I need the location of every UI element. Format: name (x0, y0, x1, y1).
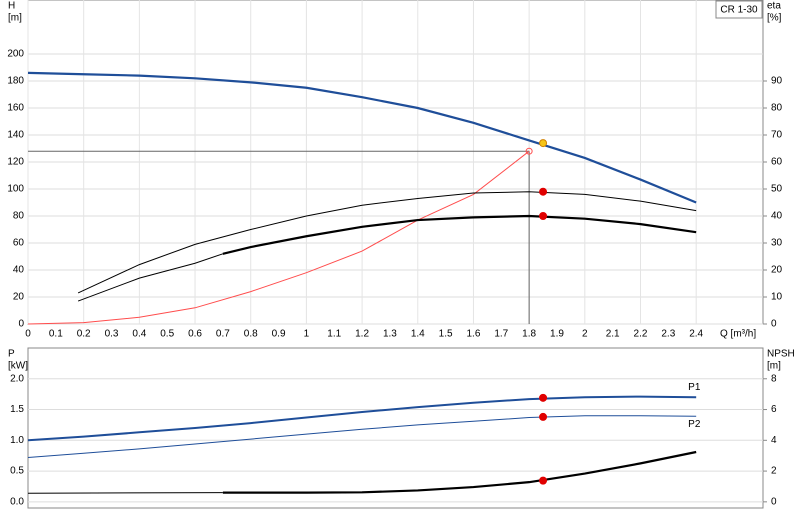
x-tick-label: 1.3 (383, 329, 397, 340)
operating-point (539, 139, 548, 148)
y2-axis-unit: [%] (767, 13, 782, 24)
y2-tick-label: 50 (771, 184, 783, 195)
operating-point (525, 147, 533, 155)
y2-axis-label: eta (767, 1, 781, 12)
y-tick-label: 180 (7, 76, 24, 87)
x-tick-label: 0.6 (188, 329, 202, 340)
y-tick-label: 140 (7, 130, 24, 141)
y2-tick-label: 2 (771, 466, 777, 477)
y2-tick-label: 70 (771, 130, 783, 141)
series-label: P1 (688, 382, 701, 393)
y-tick-label: 2.0 (10, 373, 24, 384)
y2-tick-label: 0 (771, 319, 777, 330)
x-tick-label: 0.2 (77, 329, 91, 340)
y-tick-label: 100 (7, 184, 24, 195)
x-tick-label: 0.9 (272, 329, 286, 340)
curve (27, 415, 697, 459)
series-label: P2 (688, 419, 701, 430)
y-tick-label: 40 (13, 265, 25, 276)
y-tick-label: 200 (7, 49, 24, 60)
x-tick-label: 1.6 (467, 329, 481, 340)
title-box (715, 0, 763, 19)
x-tick-label: 2.4 (689, 329, 703, 340)
plot-frame (27, 347, 764, 509)
y-axis-unit: [kW] (8, 361, 28, 372)
x-tick-label: 2.3 (661, 329, 675, 340)
y-tick-label: 0.5 (10, 466, 24, 477)
y2-tick-label: 30 (771, 238, 783, 249)
curve (222, 214, 697, 255)
x-tick-label: 1.5 (439, 329, 453, 340)
curve (27, 150, 530, 325)
x-tick-label: 1.4 (411, 329, 425, 340)
y-axis-label: P (8, 349, 15, 360)
x-tick-label: 0.7 (216, 329, 230, 340)
y2-tick-label: 60 (771, 157, 783, 168)
y2-tick-label: 10 (771, 292, 783, 303)
y-tick-label: 1.5 (10, 404, 24, 415)
y-tick-label: 160 (7, 103, 24, 114)
x-tick-label: 0.8 (244, 329, 258, 340)
curve (27, 492, 223, 494)
x-tick-label: 1.9 (550, 329, 564, 340)
y2-tick-label: 8 (771, 373, 777, 384)
y2-axis-unit: [m] (767, 361, 781, 372)
x-tick-label: 2 (582, 329, 588, 340)
y2-tick-label: 40 (771, 211, 783, 222)
operating-point (539, 476, 548, 485)
operating-point (539, 187, 548, 196)
x-tick-label: 0.3 (105, 329, 119, 340)
y2-tick-label: 6 (771, 404, 777, 415)
y-tick-label: 20 (13, 292, 25, 303)
x-tick-label: 1 (304, 329, 310, 340)
y-axis-unit: [m] (8, 13, 22, 24)
operating-point (539, 412, 548, 421)
y-axis-label: H (8, 1, 15, 12)
x-tick-label: 0.5 (160, 329, 174, 340)
y2-tick-label: 0 (771, 496, 777, 507)
y-tick-label: 120 (7, 157, 24, 168)
x-tick-label: 2.1 (606, 329, 620, 340)
curve (27, 395, 697, 442)
x-tick-label: 0 (25, 329, 31, 340)
x-tick-label: 1.2 (355, 329, 369, 340)
y-tick-label: 0.0 (10, 496, 24, 507)
y-tick-label: 60 (13, 238, 25, 249)
x-tick-label: 1.7 (494, 329, 508, 340)
y-tick-label: 80 (13, 211, 25, 222)
operating-point (539, 393, 548, 402)
y2-tick-label: 20 (771, 265, 783, 276)
y2-tick-label: 4 (771, 435, 777, 446)
y2-tick-label: 80 (771, 103, 783, 114)
curve (77, 253, 224, 302)
curve (27, 71, 697, 204)
x-axis-label: Q [m³/h] (720, 329, 756, 340)
x-tick-label: 0.4 (132, 329, 146, 340)
y-tick-label: 1.0 (10, 435, 24, 446)
x-tick-label: 0.1 (49, 329, 63, 340)
x-tick-label: 2.2 (634, 329, 648, 340)
y-tick-label: 0 (18, 319, 24, 330)
y2-tick-label: 90 (771, 76, 783, 87)
operating-point (539, 212, 548, 220)
y2-axis-label: NPSH (767, 349, 795, 360)
curve (77, 191, 697, 294)
x-tick-label: 1.8 (522, 329, 536, 340)
chart-title: CR 1-30 (720, 5, 758, 16)
curve (222, 450, 697, 494)
x-tick-label: 1.1 (327, 329, 341, 340)
